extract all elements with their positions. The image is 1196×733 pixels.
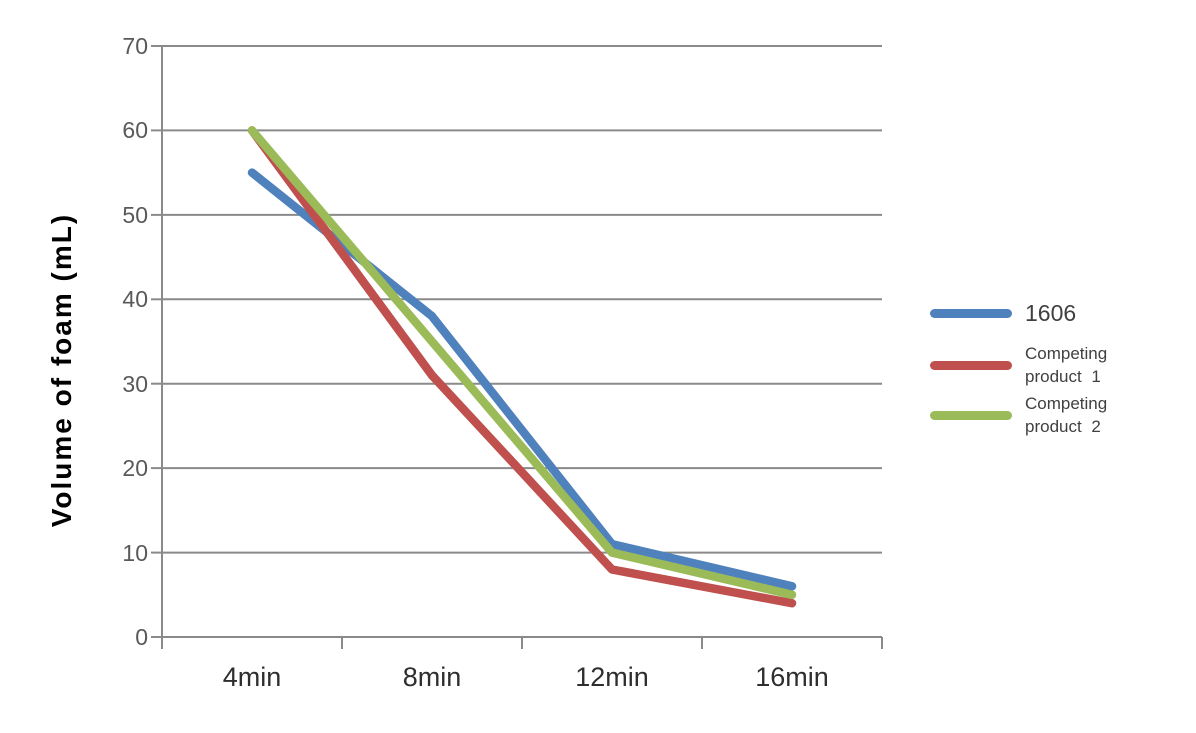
x-tick-label: 16min bbox=[755, 662, 829, 692]
legend-label-1606: 1606 bbox=[1025, 299, 1077, 326]
y-tick-label: 10 bbox=[122, 540, 148, 566]
legend-swatch-1606 bbox=[930, 308, 1012, 318]
series-line-competing-product-1 bbox=[247, 126, 797, 608]
y-tick-label: 70 bbox=[122, 33, 148, 59]
x-tick-label: 4min bbox=[222, 662, 282, 692]
legend-swatch-competing-product-1 bbox=[930, 360, 1012, 370]
y-tick-label: 20 bbox=[122, 455, 148, 481]
x-tick-label: 8min bbox=[402, 662, 462, 692]
legend-item-competing-product-1: Competing product 1 bbox=[930, 342, 1107, 388]
series-line-competing-product-2 bbox=[247, 126, 797, 600]
legend-label-competing-product-1: Competing product 1 bbox=[1025, 344, 1108, 386]
y-tick-label: 50 bbox=[122, 202, 148, 228]
y-tick-label: 60 bbox=[122, 117, 148, 143]
legend-swatch-competing-product-2 bbox=[930, 410, 1012, 420]
legend-item-competing-product-2: Competing product 2 bbox=[930, 392, 1107, 438]
y-tick-label: 0 bbox=[135, 624, 148, 650]
x-tick-label: 12min bbox=[575, 662, 649, 692]
y-tick-label: 30 bbox=[122, 371, 148, 397]
legend-label-competing-product-2: Competing product 2 bbox=[1025, 394, 1108, 436]
legend-item-1606: 1606 bbox=[930, 298, 1076, 328]
y-tick-label: 40 bbox=[122, 286, 148, 312]
series-line-1606 bbox=[247, 168, 797, 591]
